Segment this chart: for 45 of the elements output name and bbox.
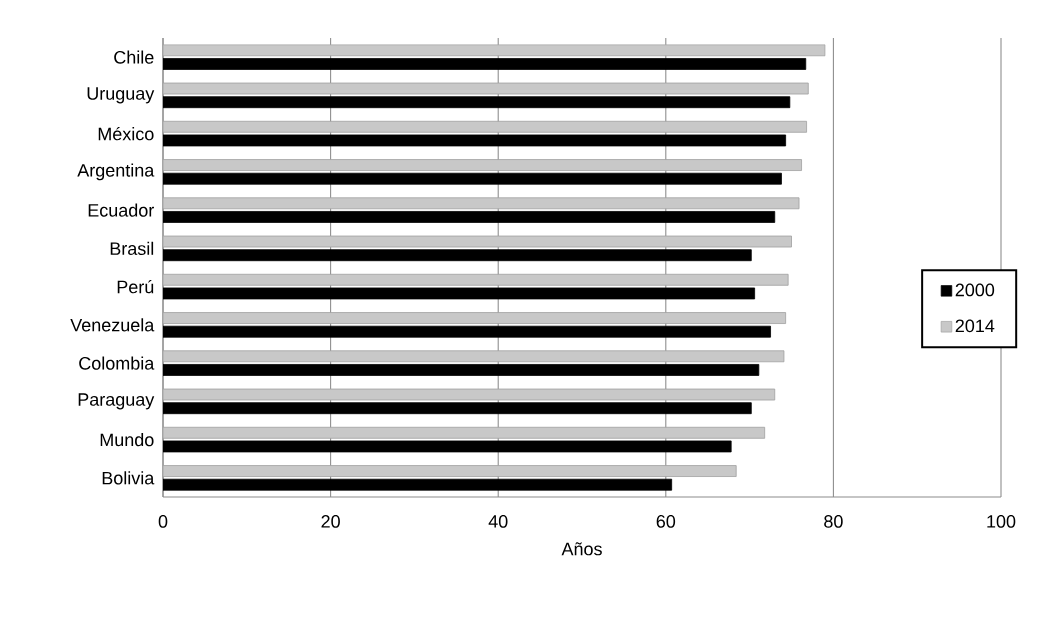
- y-tick-label: Perú: [117, 279, 154, 294]
- bar: [163, 197, 800, 210]
- x-tick-label: 100: [987, 515, 1016, 528]
- x-axis-title: Años: [561, 542, 602, 556]
- y-tick-label: Chile: [114, 50, 154, 64]
- bar: [163, 134, 787, 147]
- bar: [163, 58, 807, 70]
- bar: [163, 426, 766, 439]
- y-tick-label: México: [98, 126, 154, 141]
- bar: [163, 325, 771, 338]
- legend-label: 2014: [955, 319, 995, 333]
- x-tick-label: 20: [321, 515, 340, 528]
- bar: [163, 172, 782, 185]
- bar: [163, 96, 791, 109]
- bar: [163, 388, 776, 401]
- bar: [163, 402, 752, 415]
- y-tick-label: Argentina: [77, 163, 155, 181]
- y-tick-label: Colombia: [79, 356, 155, 370]
- legend-label: 2000: [955, 283, 995, 297]
- y-tick-label: Uruguay: [87, 87, 155, 104]
- bar: [163, 273, 789, 286]
- bar: [163, 120, 807, 133]
- bar: [163, 312, 787, 324]
- x-tick-label: 60: [656, 515, 676, 528]
- bar: [163, 249, 752, 262]
- bar: [163, 478, 673, 491]
- bar: [163, 82, 809, 95]
- x-tick-label: 0: [158, 515, 168, 528]
- y-tick-label: Bolivia: [102, 471, 155, 485]
- bar: [163, 465, 737, 477]
- y-tick-label: Ecuador: [88, 203, 154, 217]
- bar: [163, 440, 732, 453]
- y-tick-label: Paraguay: [78, 393, 155, 410]
- x-tick-label: 40: [488, 515, 508, 528]
- bar: [163, 287, 756, 300]
- x-tick-label: 80: [824, 515, 843, 528]
- bar: [163, 159, 802, 171]
- bar: [163, 364, 760, 376]
- bar: [163, 44, 826, 57]
- bar: [163, 211, 776, 223]
- y-tick-label: Mundo: [100, 433, 154, 447]
- y-tick-label: Venezuela: [70, 318, 155, 332]
- bar: [163, 235, 792, 248]
- bar: [163, 350, 785, 363]
- y-tick-label: Brasil: [110, 241, 154, 255]
